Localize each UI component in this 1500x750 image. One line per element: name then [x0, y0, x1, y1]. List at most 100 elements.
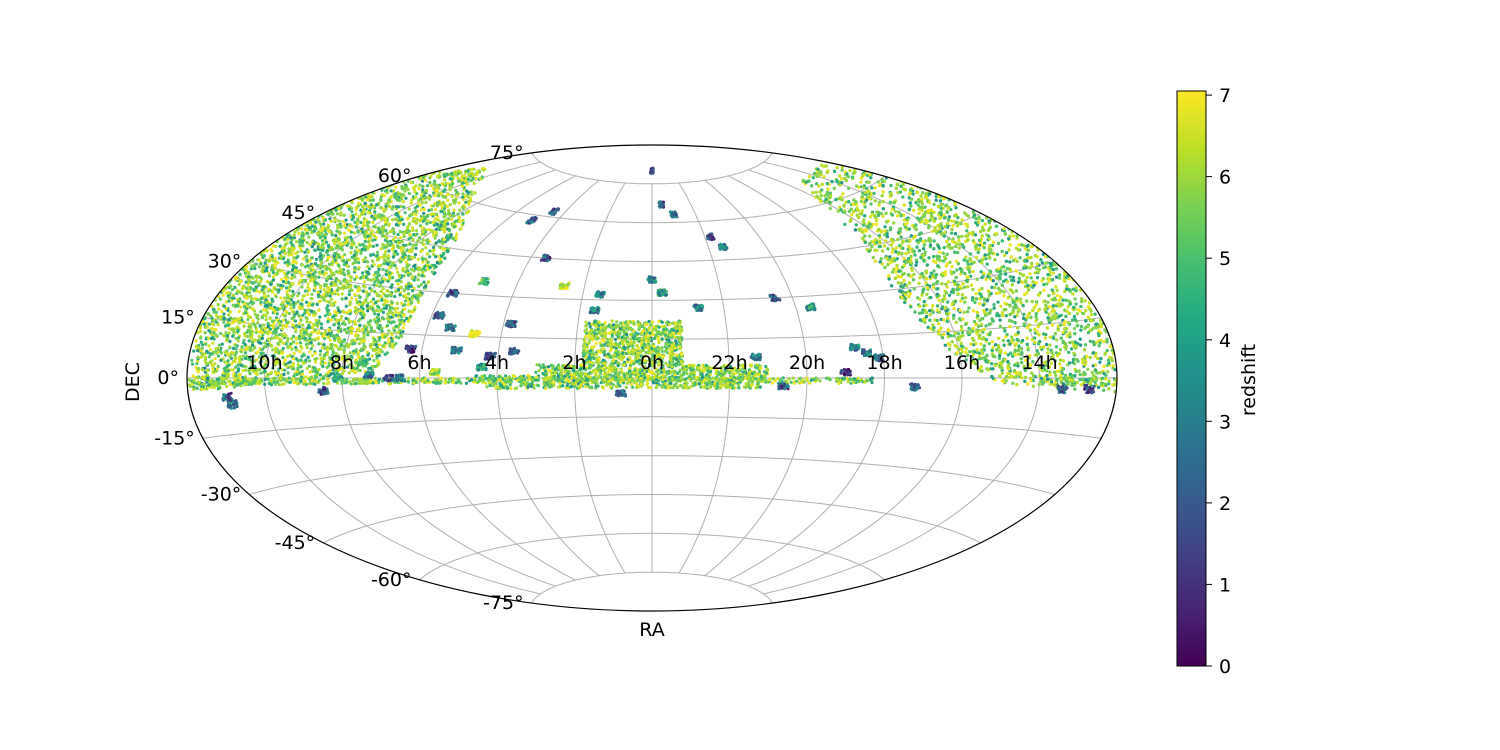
survey-wedge-point-left: [223, 360, 227, 364]
survey-wedge-point-left: [396, 282, 400, 286]
survey-wedge-point-left: [432, 233, 436, 238]
survey-wedge-point-left: [324, 206, 328, 210]
survey-wedge-point-left: [380, 234, 385, 238]
survey-wedge-point-left: [371, 244, 375, 248]
survey-wedge-point-left: [423, 218, 427, 222]
survey-wedge-point-left: [361, 224, 365, 228]
survey-wedge-point-left: [416, 298, 420, 302]
survey-wedge-point-left: [418, 236, 422, 240]
survey-wedge-point-left: [369, 326, 373, 330]
survey-wedge-point-left: [256, 321, 260, 325]
survey-wedge-point-left: [343, 231, 347, 235]
survey-wedge-point-left: [385, 289, 389, 293]
survey-wedge-point-left: [372, 217, 376, 221]
survey-wedge-point-left: [360, 347, 364, 351]
survey-wedge-point-right: [1036, 217, 1040, 221]
survey-wedge-point-left: [273, 259, 278, 263]
survey-wedge-point-left: [234, 343, 238, 347]
survey-wedge-point-left: [348, 309, 352, 313]
survey-wedge-point-left: [396, 330, 400, 335]
survey-wedge-point-right: [1014, 207, 1018, 211]
survey-wedge-point-left: [461, 221, 465, 225]
survey-wedge-point-left: [360, 212, 364, 217]
survey-wedge-point-left: [432, 252, 436, 257]
survey-wedge-point-left: [265, 303, 269, 307]
survey-wedge-point-left: [329, 318, 334, 322]
survey-wedge-point-left: [361, 185, 365, 189]
survey-wedge-point-left: [471, 176, 475, 180]
survey-wedge-point-left: [425, 214, 429, 219]
survey-wedge-point-left: [238, 290, 242, 294]
survey-wedge-point-left: [354, 332, 358, 336]
survey-wedge-point-left: [369, 278, 373, 282]
survey-wedge-point-left: [331, 203, 335, 207]
survey-wedge-point-left: [236, 329, 240, 333]
survey-wedge-point-left: [313, 337, 317, 341]
survey-wedge-point-left: [329, 297, 334, 301]
survey-wedge-point-left: [216, 387, 220, 391]
survey-wedge-point-left: [450, 177, 454, 181]
survey-wedge-point-left: [285, 290, 289, 294]
survey-wedge-point-left: [304, 265, 308, 269]
survey-wedge-point-left: [467, 202, 471, 206]
survey-wedge-point-left: [394, 306, 398, 311]
survey-wedge-point-left: [214, 310, 218, 314]
survey-wedge-point-left: [289, 306, 293, 310]
survey-wedge-point-left: [353, 231, 357, 235]
survey-wedge-point-left: [388, 271, 392, 275]
survey-wedge-point-left: [212, 330, 216, 334]
survey-wedge-point-left: [362, 221, 366, 225]
survey-wedge-point-left: [389, 331, 393, 335]
survey-wedge-point-left: [246, 328, 250, 332]
survey-wedge-point-left: [348, 327, 353, 331]
survey-wedge-point-left: [251, 319, 255, 323]
survey-wedge-point-left: [294, 357, 299, 361]
survey-wedge-point-left: [412, 233, 416, 237]
survey-wedge-point-left: [481, 167, 485, 171]
survey-wedge-point-left: [395, 267, 399, 271]
survey-wedge-point-left: [365, 294, 369, 298]
survey-wedge-point-left: [326, 317, 331, 321]
survey-wedge-point-left: [306, 311, 310, 315]
survey-wedge-point-left: [333, 199, 337, 203]
survey-wedge-point-left: [440, 227, 444, 231]
survey-wedge-point-left: [344, 316, 348, 321]
survey-wedge-point-left: [365, 260, 369, 264]
survey-wedge-point-left: [383, 335, 387, 339]
survey-wedge-point-left: [298, 306, 302, 310]
survey-wedge-point-left: [397, 288, 401, 292]
survey-wedge-point-left: [409, 236, 413, 240]
survey-wedge-point-left: [317, 220, 321, 224]
survey-wedge-point-left: [259, 300, 263, 304]
survey-wedge-point-left: [324, 267, 329, 271]
survey-wedge-point-left: [349, 275, 353, 279]
survey-wedge-point-left: [377, 263, 381, 268]
survey-wedge-point-right: [944, 191, 948, 195]
survey-wedge-point-left: [328, 338, 332, 342]
survey-wedge-point-left: [267, 236, 271, 240]
survey-wedge-point-left: [241, 300, 245, 304]
survey-wedge-point-left: [397, 278, 401, 282]
survey-wedge-point-left: [322, 288, 326, 292]
survey-wedge-point-left: [452, 225, 457, 229]
survey-wedge-point-left: [470, 193, 474, 197]
survey-wedge-point-left: [420, 249, 424, 253]
survey-wedge-point-left: [366, 330, 371, 334]
survey-wedge-point-left: [314, 360, 318, 364]
survey-wedge-point-left: [254, 297, 258, 301]
survey-wedge-point-left: [280, 327, 284, 331]
survey-wedge-point-left: [387, 249, 391, 253]
survey-wedge-point-left: [323, 353, 327, 357]
survey-wedge-point-left: [362, 280, 367, 284]
survey-wedge-point-left: [422, 280, 426, 284]
survey-wedge-point-left: [367, 195, 371, 199]
survey-wedge-point-left: [310, 224, 314, 228]
survey-wedge-point-left: [446, 198, 450, 202]
survey-wedge-point-left: [335, 261, 339, 265]
survey-wedge-point-left: [219, 331, 223, 336]
survey-wedge-point-left: [389, 239, 393, 243]
survey-wedge-point-left: [306, 355, 310, 359]
survey-wedge-point-left: [390, 263, 394, 267]
survey-wedge-point-left: [298, 238, 302, 242]
